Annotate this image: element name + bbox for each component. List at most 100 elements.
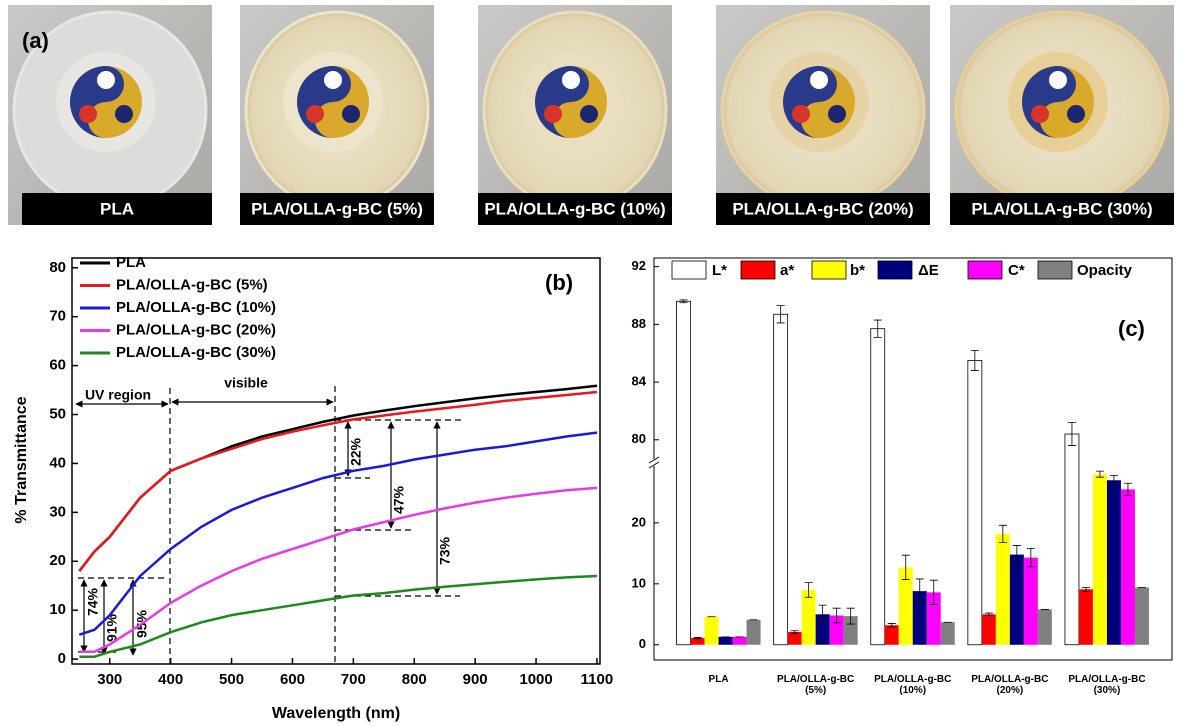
logo-dot <box>1049 71 1067 89</box>
y-tick-label: 84 <box>632 374 647 389</box>
annotation: 73% <box>437 536 453 565</box>
bar <box>996 534 1010 645</box>
bar <box>733 637 747 645</box>
photo-caption: PLA <box>100 199 134 218</box>
bar <box>802 590 816 645</box>
annotation: visible <box>224 375 268 391</box>
x-tick-label: 600 <box>280 671 305 688</box>
x-tick-label: 900 <box>463 671 488 688</box>
bar <box>1121 489 1135 644</box>
logo-dot <box>97 71 115 89</box>
logo-dot <box>580 105 598 123</box>
legend-label: Opacity <box>1077 262 1133 279</box>
panel-label: (a) <box>22 28 49 53</box>
x-tick-label: 400 <box>158 671 183 688</box>
legend-label: ΔE <box>918 262 939 279</box>
logo-dot <box>306 105 324 123</box>
legend-label: a* <box>780 262 794 279</box>
bar <box>788 632 802 645</box>
logo-dot <box>1067 105 1085 123</box>
photo-caption: PLA/OLLA-g-BC (30%) <box>971 199 1152 218</box>
annotation: 22% <box>348 437 364 466</box>
bar <box>1107 480 1121 645</box>
logo-dot <box>342 105 360 123</box>
y-tick-label: 80 <box>49 259 66 276</box>
legend-label: PLA <box>116 254 146 271</box>
y-tick-label: 88 <box>632 316 646 331</box>
logo-dot <box>1031 105 1049 123</box>
bar <box>1024 558 1038 645</box>
x-tick-label: 500 <box>219 671 244 688</box>
annotation: UV region <box>85 387 151 403</box>
x-tick-label: PLA/OLLA-g-BC (30%) <box>1059 674 1155 696</box>
legend-swatch <box>1038 261 1072 279</box>
y-tick-label: 0 <box>58 650 66 667</box>
x-tick-label: PLA/OLLA-g-BC (20%) <box>962 674 1058 696</box>
legend-swatch <box>672 261 706 279</box>
y-tick-label: 20 <box>49 552 66 569</box>
legend-label: PLA/OLLA-g-BC (30%) <box>116 344 276 361</box>
x-tick-label: 800 <box>402 671 427 688</box>
line-chart: 0102030405060708030040050060070080090010… <box>13 254 613 722</box>
logo-dot <box>810 71 828 89</box>
legend-label: C* <box>1008 262 1025 279</box>
page: PLAPLA/OLLA-g-BC (5%)PLA/OLLA-g-BC (10%)… <box>0 0 1184 726</box>
y-tick-label: 80 <box>632 431 646 446</box>
bar <box>941 622 955 645</box>
photo-caption: PLA/OLLA-g-BC (5%) <box>251 199 423 218</box>
bar <box>774 314 788 644</box>
y-tick-label: 70 <box>49 308 66 325</box>
panel-label: (b) <box>545 270 573 295</box>
bar <box>1010 555 1024 645</box>
series-line <box>79 488 597 652</box>
legend-label: L* <box>712 262 727 279</box>
x-tick-label: 300 <box>97 671 122 688</box>
logo-dot <box>79 105 97 123</box>
logo-dot <box>562 71 580 89</box>
legend-swatch <box>878 261 912 279</box>
bar <box>1065 434 1079 645</box>
series-line <box>79 576 597 657</box>
legend-label: PLA/OLLA-g-BC (20%) <box>116 321 276 338</box>
logo-dot <box>115 105 133 123</box>
bar <box>1038 609 1052 644</box>
bar <box>1079 589 1093 644</box>
photo-panel: PLA PLA/OLLA-g-BC (5%) PLA/OLLA-g-BC (10%)… <box>8 5 1174 225</box>
plot-frame <box>72 258 600 664</box>
legend-swatch <box>968 261 1002 279</box>
bar <box>1093 474 1107 645</box>
bar <box>1135 587 1149 644</box>
x-tick-label: 1000 <box>519 671 552 688</box>
bar <box>677 301 691 644</box>
y-tick-label: 50 <box>49 405 66 422</box>
photo-caption: PLA/OLLA-g-BC (20%) <box>732 199 913 218</box>
panel-label: (c) <box>1118 316 1145 341</box>
bar <box>885 625 899 645</box>
y-tick-label: 20 <box>632 514 646 529</box>
y-tick-label: 0 <box>639 636 646 651</box>
logo-dot <box>828 105 846 123</box>
bar <box>968 360 982 644</box>
annotation: 47% <box>391 485 407 514</box>
y-tick-label: 30 <box>49 503 66 520</box>
x-tick-label: PLA/OLLA-g-BC (5%) <box>768 674 864 696</box>
figure: PLAPLA/OLLA-g-BC (5%)PLA/OLLA-g-BC (10%)… <box>0 0 1184 726</box>
x-tick-label: 1100 <box>581 671 614 688</box>
legend-label: PLA/OLLA-g-BC (5%) <box>116 276 268 293</box>
y-tick-label: 60 <box>49 357 66 374</box>
bar <box>871 329 885 645</box>
legend-label: PLA/OLLA-g-BC (10%) <box>116 299 276 316</box>
bar <box>719 637 733 645</box>
logo-dot <box>544 105 562 123</box>
legend-swatch <box>812 261 846 279</box>
y-tick-label: 10 <box>632 575 646 590</box>
logo-dot <box>324 71 342 89</box>
x-tick-label: PLA <box>671 674 767 685</box>
x-tick-label: PLA/OLLA-g-BC (10%) <box>865 674 961 696</box>
photo-caption: PLA/OLLA-g-BC (10%) <box>484 199 665 218</box>
legend-label: b* <box>850 262 865 279</box>
bar <box>747 620 761 645</box>
y-tick-label: 40 <box>49 454 66 471</box>
legend-swatch <box>741 261 775 279</box>
